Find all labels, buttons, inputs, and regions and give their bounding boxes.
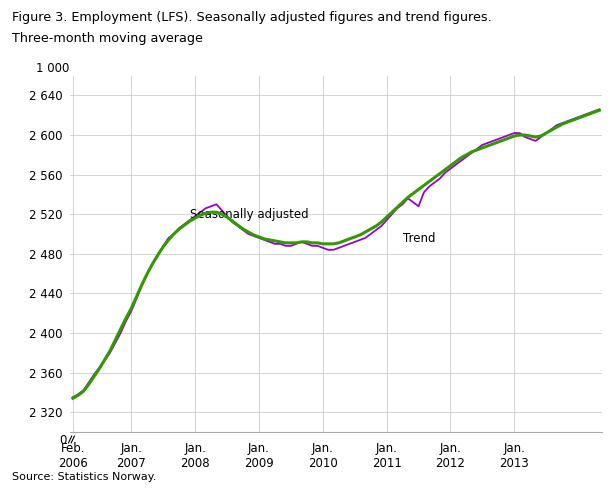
Text: Three-month moving average: Three-month moving average [12,32,203,45]
Text: Figure 3. Employment (LFS). Seasonally adjusted figures and trend figures.: Figure 3. Employment (LFS). Seasonally a… [12,11,492,24]
Text: 1 000: 1 000 [36,62,70,75]
Text: Seasonally adjusted: Seasonally adjusted [190,208,309,221]
Text: Source: Statistics Norway.: Source: Statistics Norway. [12,472,157,482]
Text: 0: 0 [60,434,67,447]
Text: Trend: Trend [403,232,435,245]
